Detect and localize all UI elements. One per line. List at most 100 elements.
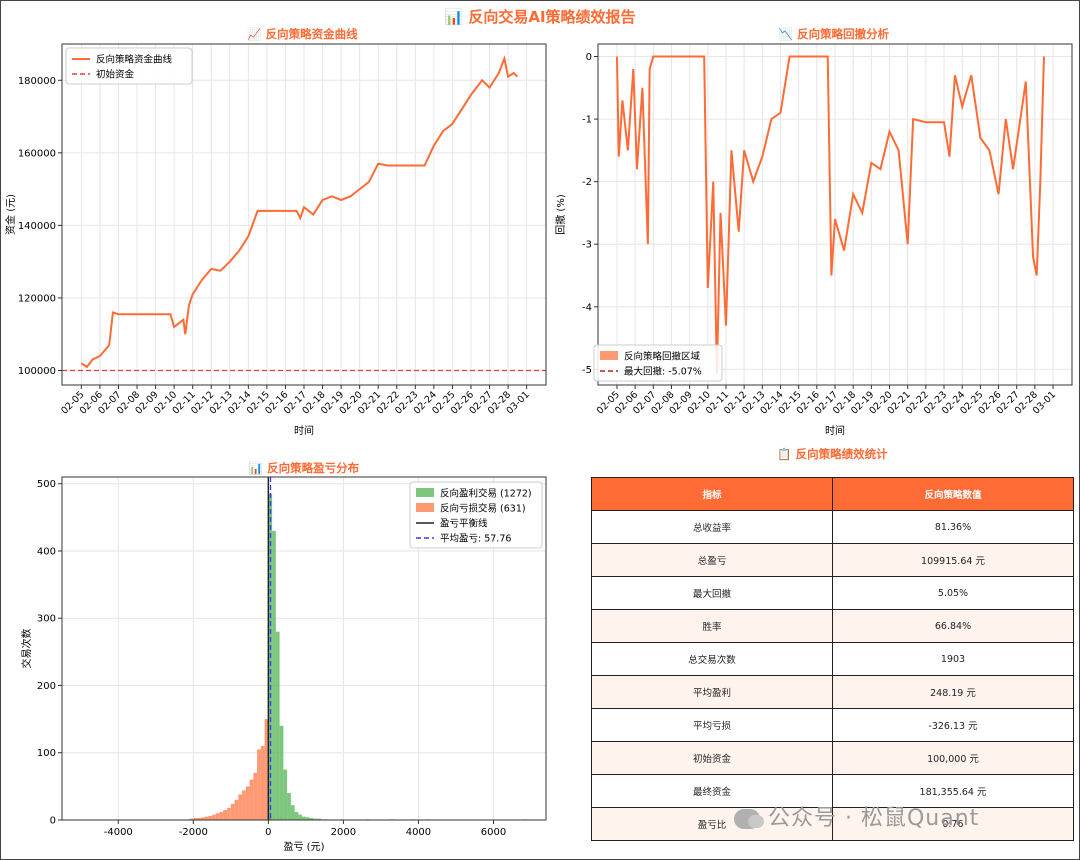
legend-label: 反向盈利交易 (1272) <box>440 488 532 500</box>
legend-label: 平均盈亏: 57.76 <box>440 533 511 545</box>
loss-bar <box>242 790 246 820</box>
stats-row: 平均盈利 248.19 元 <box>591 675 1074 709</box>
stats-table-title: 📋 反向策略绩效统计 <box>777 447 888 461</box>
y-axis-label: 回撤 (%) <box>554 194 567 235</box>
plot-frame <box>61 476 547 821</box>
x-axis-label: 盈亏 (元) <box>284 841 325 853</box>
equity-line <box>615 55 1045 374</box>
profit-bar <box>309 817 314 820</box>
y-tick-label: -1 <box>582 115 592 126</box>
x-axis-label: 时间 <box>825 424 845 437</box>
stats-value-cell: 5.05% <box>832 576 1074 610</box>
stats-metric-cell: 初始资金 <box>591 741 833 775</box>
loss-bar <box>234 799 239 820</box>
y-tick-label: 200 <box>37 681 56 692</box>
stats-row: 总盈亏 109915.64 元 <box>591 543 1074 577</box>
x-axis-label: 时间 <box>294 424 314 437</box>
profit-bar <box>287 793 291 820</box>
watermark-text: 公众号 · 松鼠Quant <box>768 806 980 831</box>
y-tick-label: 400 <box>37 546 56 557</box>
profit-bar <box>279 725 284 820</box>
x-tick-label: 4000 <box>406 827 431 838</box>
y-tick-label: -5 <box>582 365 592 376</box>
stats-metric-cell: 总交易次数 <box>591 642 833 676</box>
x-tick-label: 6000 <box>481 827 506 838</box>
stats-row: 总交易次数 1903 <box>591 642 1074 676</box>
stats-row: 初始资金 100,000 元 <box>591 741 1074 775</box>
stats-value-cell: 100,000 元 <box>832 741 1074 775</box>
legend-label: 最大回撤: -5.07% <box>624 366 702 378</box>
loss-bar <box>193 817 198 820</box>
histogram-chart-title: 📊 反向策略盈亏分布 <box>248 461 360 475</box>
stats-value-cell: 181,355.64 元 <box>832 774 1074 808</box>
legend-label: 反向亏损交易 (631) <box>440 503 526 515</box>
profit-bar <box>294 811 299 820</box>
stats-table: 指标 反向策略数值 总收益率 81.36% 总盈亏 109915.64 元最大回撤 5.… <box>591 477 1074 841</box>
y-tick-label: 120000 <box>18 293 56 304</box>
figure-title: 📊 反向交易AI策略绩效报告 <box>444 8 636 26</box>
stats-metric-cell: 总盈亏 <box>591 543 833 577</box>
stats-value-cell: 109915.64 元 <box>832 543 1074 577</box>
loss-bar <box>260 746 265 820</box>
x-tick-label: -4000 <box>104 827 133 838</box>
legend-label: 反向策略资金曲线 <box>96 54 173 66</box>
watermark: 公众号 · 松鼠Quant <box>734 800 979 832</box>
y-tick-label: 100 <box>37 748 56 759</box>
stats-metric-cell: 总收益率 <box>591 510 833 544</box>
loss-bar <box>245 786 250 820</box>
drawdown-chart: 02-0502-0602-0702-0802-0902-1002-1102-12… <box>554 43 1073 437</box>
profit-bar <box>275 631 280 820</box>
stats-value-cell: -326.13 元 <box>832 708 1074 742</box>
equity-chart: 02-0502-0602-0702-0802-0902-1002-1102-12… <box>4 43 547 437</box>
y-tick-label: 180000 <box>18 76 56 87</box>
drawdown-chart-title: 📉 反向策略回撤分析 <box>778 27 890 41</box>
y-tick-label: -3 <box>582 240 592 251</box>
loss-bar <box>264 719 269 820</box>
legend-box <box>409 481 543 549</box>
loss-bar <box>197 817 201 820</box>
loss-bar <box>223 809 228 820</box>
y-axis-label: 资金 (元) <box>4 194 17 235</box>
stats-row: 最大回撤 5.05% <box>591 576 1074 610</box>
profit-bar <box>302 816 306 820</box>
loss-bar <box>230 803 235 820</box>
profit-bar <box>290 805 295 820</box>
x-tick-label: -2000 <box>179 827 208 838</box>
profit-bar <box>283 769 288 820</box>
stats-row: 胜率 66.84% <box>591 609 1074 643</box>
stats-value-cell: 81.36% <box>832 510 1074 544</box>
loss-bar <box>204 816 209 820</box>
stats-header-row: 指标 反向策略数值 <box>591 477 1074 511</box>
legend-label: 反向策略回撤区域 <box>624 351 701 363</box>
legend-swatch <box>416 503 434 512</box>
loss-bar <box>227 807 231 820</box>
equity-chart-title: 📈 反向策略资金曲线 <box>247 27 358 41</box>
histogram-chart: -4000 -2000 0 2000 4000 6000 0 100 200 300 400 500 盈… <box>20 476 547 853</box>
profit-bar <box>313 818 318 820</box>
loss-bar <box>257 749 261 820</box>
stats-value-cell: 0.76 <box>832 807 1074 841</box>
stats-metric-cell: 平均盈利 <box>591 675 833 709</box>
stats-row: 最终资金 181,355.64 元 <box>591 774 1074 808</box>
y-tick-label: 140000 <box>18 221 56 232</box>
loss-bar <box>189 818 194 820</box>
profit-bar <box>272 530 276 820</box>
y-tick-label: 100000 <box>18 366 56 377</box>
loss-bar <box>215 813 220 820</box>
equity-line <box>80 54 519 369</box>
profit-bar <box>298 814 303 820</box>
stats-metric-cell: 盈亏比 <box>591 807 833 841</box>
loss-bar <box>249 779 254 820</box>
profit-bar <box>317 818 321 820</box>
loss-bar <box>253 772 258 820</box>
legend-box <box>65 47 193 85</box>
x-tick-label: 2000 <box>331 827 356 838</box>
stats-header-value: 反向策略数值 <box>832 477 1074 511</box>
wechat-icon <box>734 809 764 829</box>
stats-metric-cell: 胜率 <box>591 609 833 643</box>
stats-metric-cell: 最大回撤 <box>591 576 833 610</box>
stats-value-cell: 248.19 元 <box>832 675 1074 709</box>
legend-box <box>593 344 723 382</box>
loss-bar <box>212 814 216 820</box>
